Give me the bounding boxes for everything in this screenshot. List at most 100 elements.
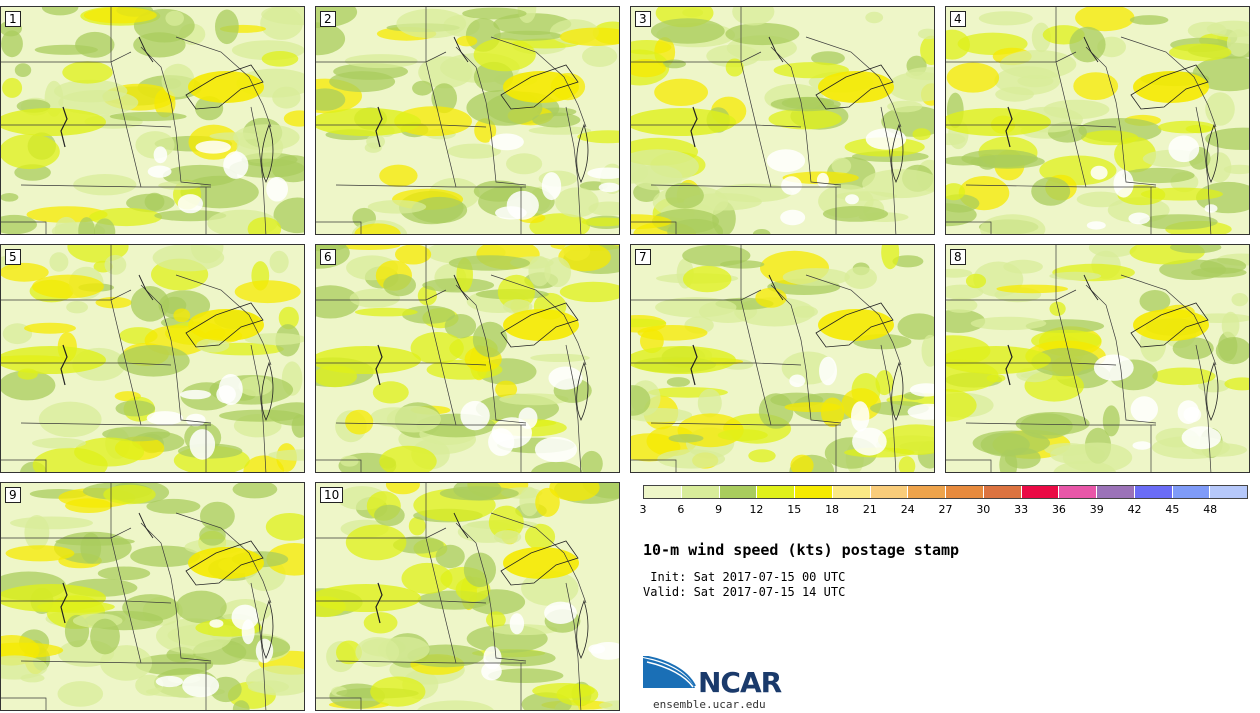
river-outline [1005, 106, 1013, 148]
wind-speed-area [662, 59, 686, 69]
wind-speed-area [784, 402, 841, 413]
wind-speed-area [524, 523, 556, 550]
wind-speed-area [74, 437, 145, 467]
state-border [1, 459, 47, 472]
wind-speed-area [631, 59, 666, 78]
wind-speed-area [109, 111, 187, 122]
wind-speed-area [245, 665, 304, 696]
calm-area [266, 176, 288, 202]
state-border [110, 483, 142, 664]
wind-speed-area [1231, 293, 1249, 307]
calm-area [1113, 170, 1134, 198]
wind-speed-area [2, 77, 23, 98]
state-border [1, 697, 47, 710]
wind-speed-area [340, 455, 359, 467]
wind-map [316, 7, 619, 234]
plot-title: 10-m wind speed (kts) postage stamp [643, 541, 960, 559]
wind-speed-area [1223, 164, 1249, 175]
legend-swatch [1134, 486, 1173, 498]
map-panel-5: 5 [0, 244, 305, 473]
wind-speed-area [531, 461, 583, 472]
wind-speed-area [473, 38, 536, 72]
river-outline [375, 582, 383, 624]
wind-speed-area [122, 594, 180, 622]
state-border [1055, 245, 1087, 426]
calm-area [789, 374, 806, 388]
wind-speed-area [881, 245, 900, 270]
wind-speed-area [559, 27, 619, 46]
wind-speed-area [402, 305, 456, 324]
state-border [110, 245, 142, 426]
lake-superior-outline [500, 540, 579, 586]
wind-speed-area [488, 668, 564, 683]
wind-speed-area [495, 380, 518, 399]
state-border [175, 274, 272, 366]
legend-tick-label: 3 [639, 503, 647, 516]
wind-speed-area [14, 63, 32, 77]
wind-speed-area [316, 22, 346, 56]
wind-speed-area [188, 547, 264, 579]
wind-speed-area [822, 206, 889, 222]
river-outline [375, 344, 383, 386]
ncar-logo-text: NCAR [698, 666, 782, 699]
legend-swatch [757, 486, 795, 498]
wind-speed-area [447, 143, 501, 159]
color-legend [643, 485, 1248, 499]
wind-map [946, 245, 1249, 472]
lake-outline [453, 274, 469, 301]
wind-speed-area [654, 78, 708, 107]
state-border [1070, 124, 1117, 128]
wind-speed-area [161, 63, 195, 97]
wind-speed-area [1, 214, 37, 234]
wind-speed-area [130, 286, 170, 322]
lake-outline [138, 36, 154, 63]
wind-speed-area [401, 562, 453, 594]
state-border [946, 221, 992, 234]
legend-swatch [1097, 486, 1135, 498]
wind-speed-area [486, 611, 506, 629]
wind-speed-area [535, 487, 560, 517]
state-border [125, 362, 172, 366]
state-border [485, 101, 527, 186]
wind-speed-area [1207, 152, 1232, 183]
state-border [250, 344, 267, 472]
wind-speed-area [986, 374, 1006, 383]
calm-area [1093, 354, 1134, 381]
wind-speed-area [650, 18, 725, 44]
calm-area [155, 675, 183, 688]
wind-speed-area [493, 30, 562, 41]
wind-speed-area [247, 217, 282, 234]
wind-speed-area [758, 393, 794, 429]
wind-speed-area [506, 153, 543, 175]
calm-area [147, 165, 172, 178]
wind-speed-area [57, 681, 104, 707]
map-panel-2: 2 [315, 6, 620, 235]
wind-speed-area [38, 401, 102, 438]
wind-speed-area [1, 370, 56, 401]
wind-speed-area [831, 157, 852, 175]
calm-area [781, 176, 802, 195]
valid-time: Valid: Sat 2017-07-15 14 UTC [643, 585, 846, 599]
state-border [490, 36, 587, 128]
wind-speed-area [1075, 7, 1135, 32]
wind-speed-area [1158, 120, 1216, 134]
wind-speed-area [24, 322, 76, 334]
legend-tick-label: 36 [1051, 503, 1066, 516]
wind-speed-area [683, 265, 732, 293]
wind-speed-area [580, 450, 603, 472]
wind-speed-area [269, 250, 289, 274]
wind-map [1, 7, 304, 234]
wind-map [1, 245, 304, 472]
state-border [1195, 106, 1212, 234]
wind-speed-area [1088, 245, 1137, 258]
lake-superior-outline [185, 540, 264, 586]
river-outline [690, 106, 698, 148]
wind-speed-area [345, 409, 374, 435]
wind-speed-area [862, 169, 934, 199]
wind-speed-area [411, 196, 468, 224]
wind-speed-area [946, 284, 984, 300]
wind-speed-area [752, 229, 771, 234]
state-border [485, 339, 527, 424]
wind-speed-area [503, 547, 579, 579]
panel-number: 10 [320, 487, 344, 503]
